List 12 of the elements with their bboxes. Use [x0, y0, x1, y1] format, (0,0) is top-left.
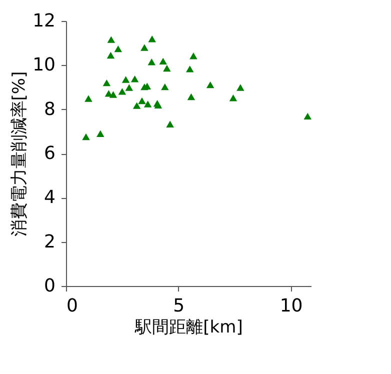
y-tick-label: 2	[44, 231, 56, 252]
x-tick-label: 10	[280, 296, 303, 316]
y-axis-title: 消費電力量削減率[%]	[10, 71, 30, 237]
y-tick-label: 8	[44, 98, 56, 120]
y-tick-label: 12	[32, 10, 56, 32]
x-tick-label: 0	[66, 296, 78, 316]
y-tick-label: 10	[32, 54, 56, 76]
x-tick-label: 5	[173, 296, 185, 316]
y-tick-label: 0	[44, 276, 56, 296]
y-tick-label: 4	[44, 187, 56, 208]
y-tick-label: 6	[44, 143, 56, 164]
x-axis-title: 駅間距離[km]	[134, 318, 243, 338]
